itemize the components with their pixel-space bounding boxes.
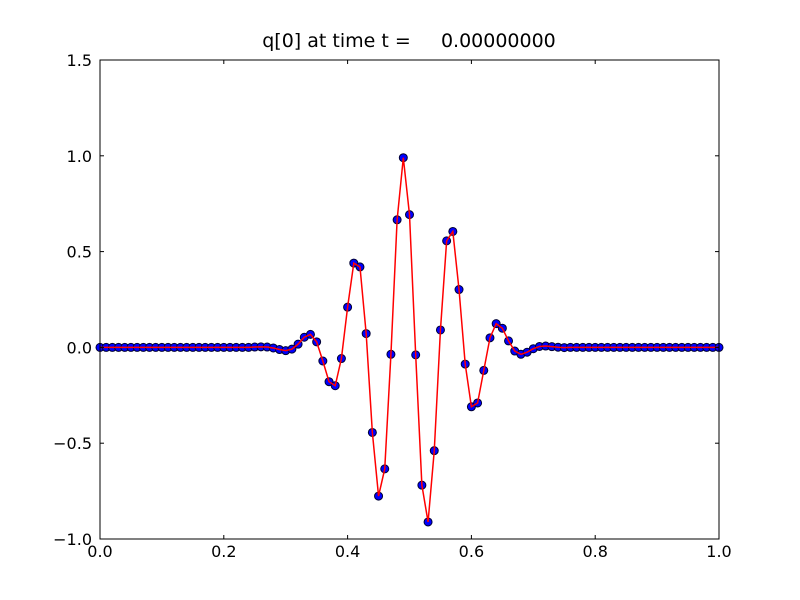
y-tick-label: −1.0 bbox=[53, 530, 92, 549]
chart-title: q[0] at time t = 0.00000000 bbox=[262, 30, 556, 52]
y-tick-label: 0.5 bbox=[67, 243, 92, 262]
y-tick-label: 1.5 bbox=[67, 51, 92, 70]
x-tick-label: 0.8 bbox=[582, 542, 607, 561]
x-tick-label: 0.4 bbox=[335, 542, 360, 561]
x-tick-label: 0.0 bbox=[87, 542, 112, 561]
data-line bbox=[100, 157, 719, 523]
plot-area bbox=[95, 153, 724, 527]
x-tick-label: 0.2 bbox=[211, 542, 236, 561]
x-tick-label: 0.6 bbox=[459, 542, 484, 561]
y-tick-label: 1.0 bbox=[67, 147, 92, 166]
x-tick-label: 1.0 bbox=[706, 542, 731, 561]
y-tick-label: 0.0 bbox=[67, 338, 92, 357]
y-tick-label: −0.5 bbox=[53, 434, 92, 453]
axes-frame bbox=[99, 59, 720, 540]
